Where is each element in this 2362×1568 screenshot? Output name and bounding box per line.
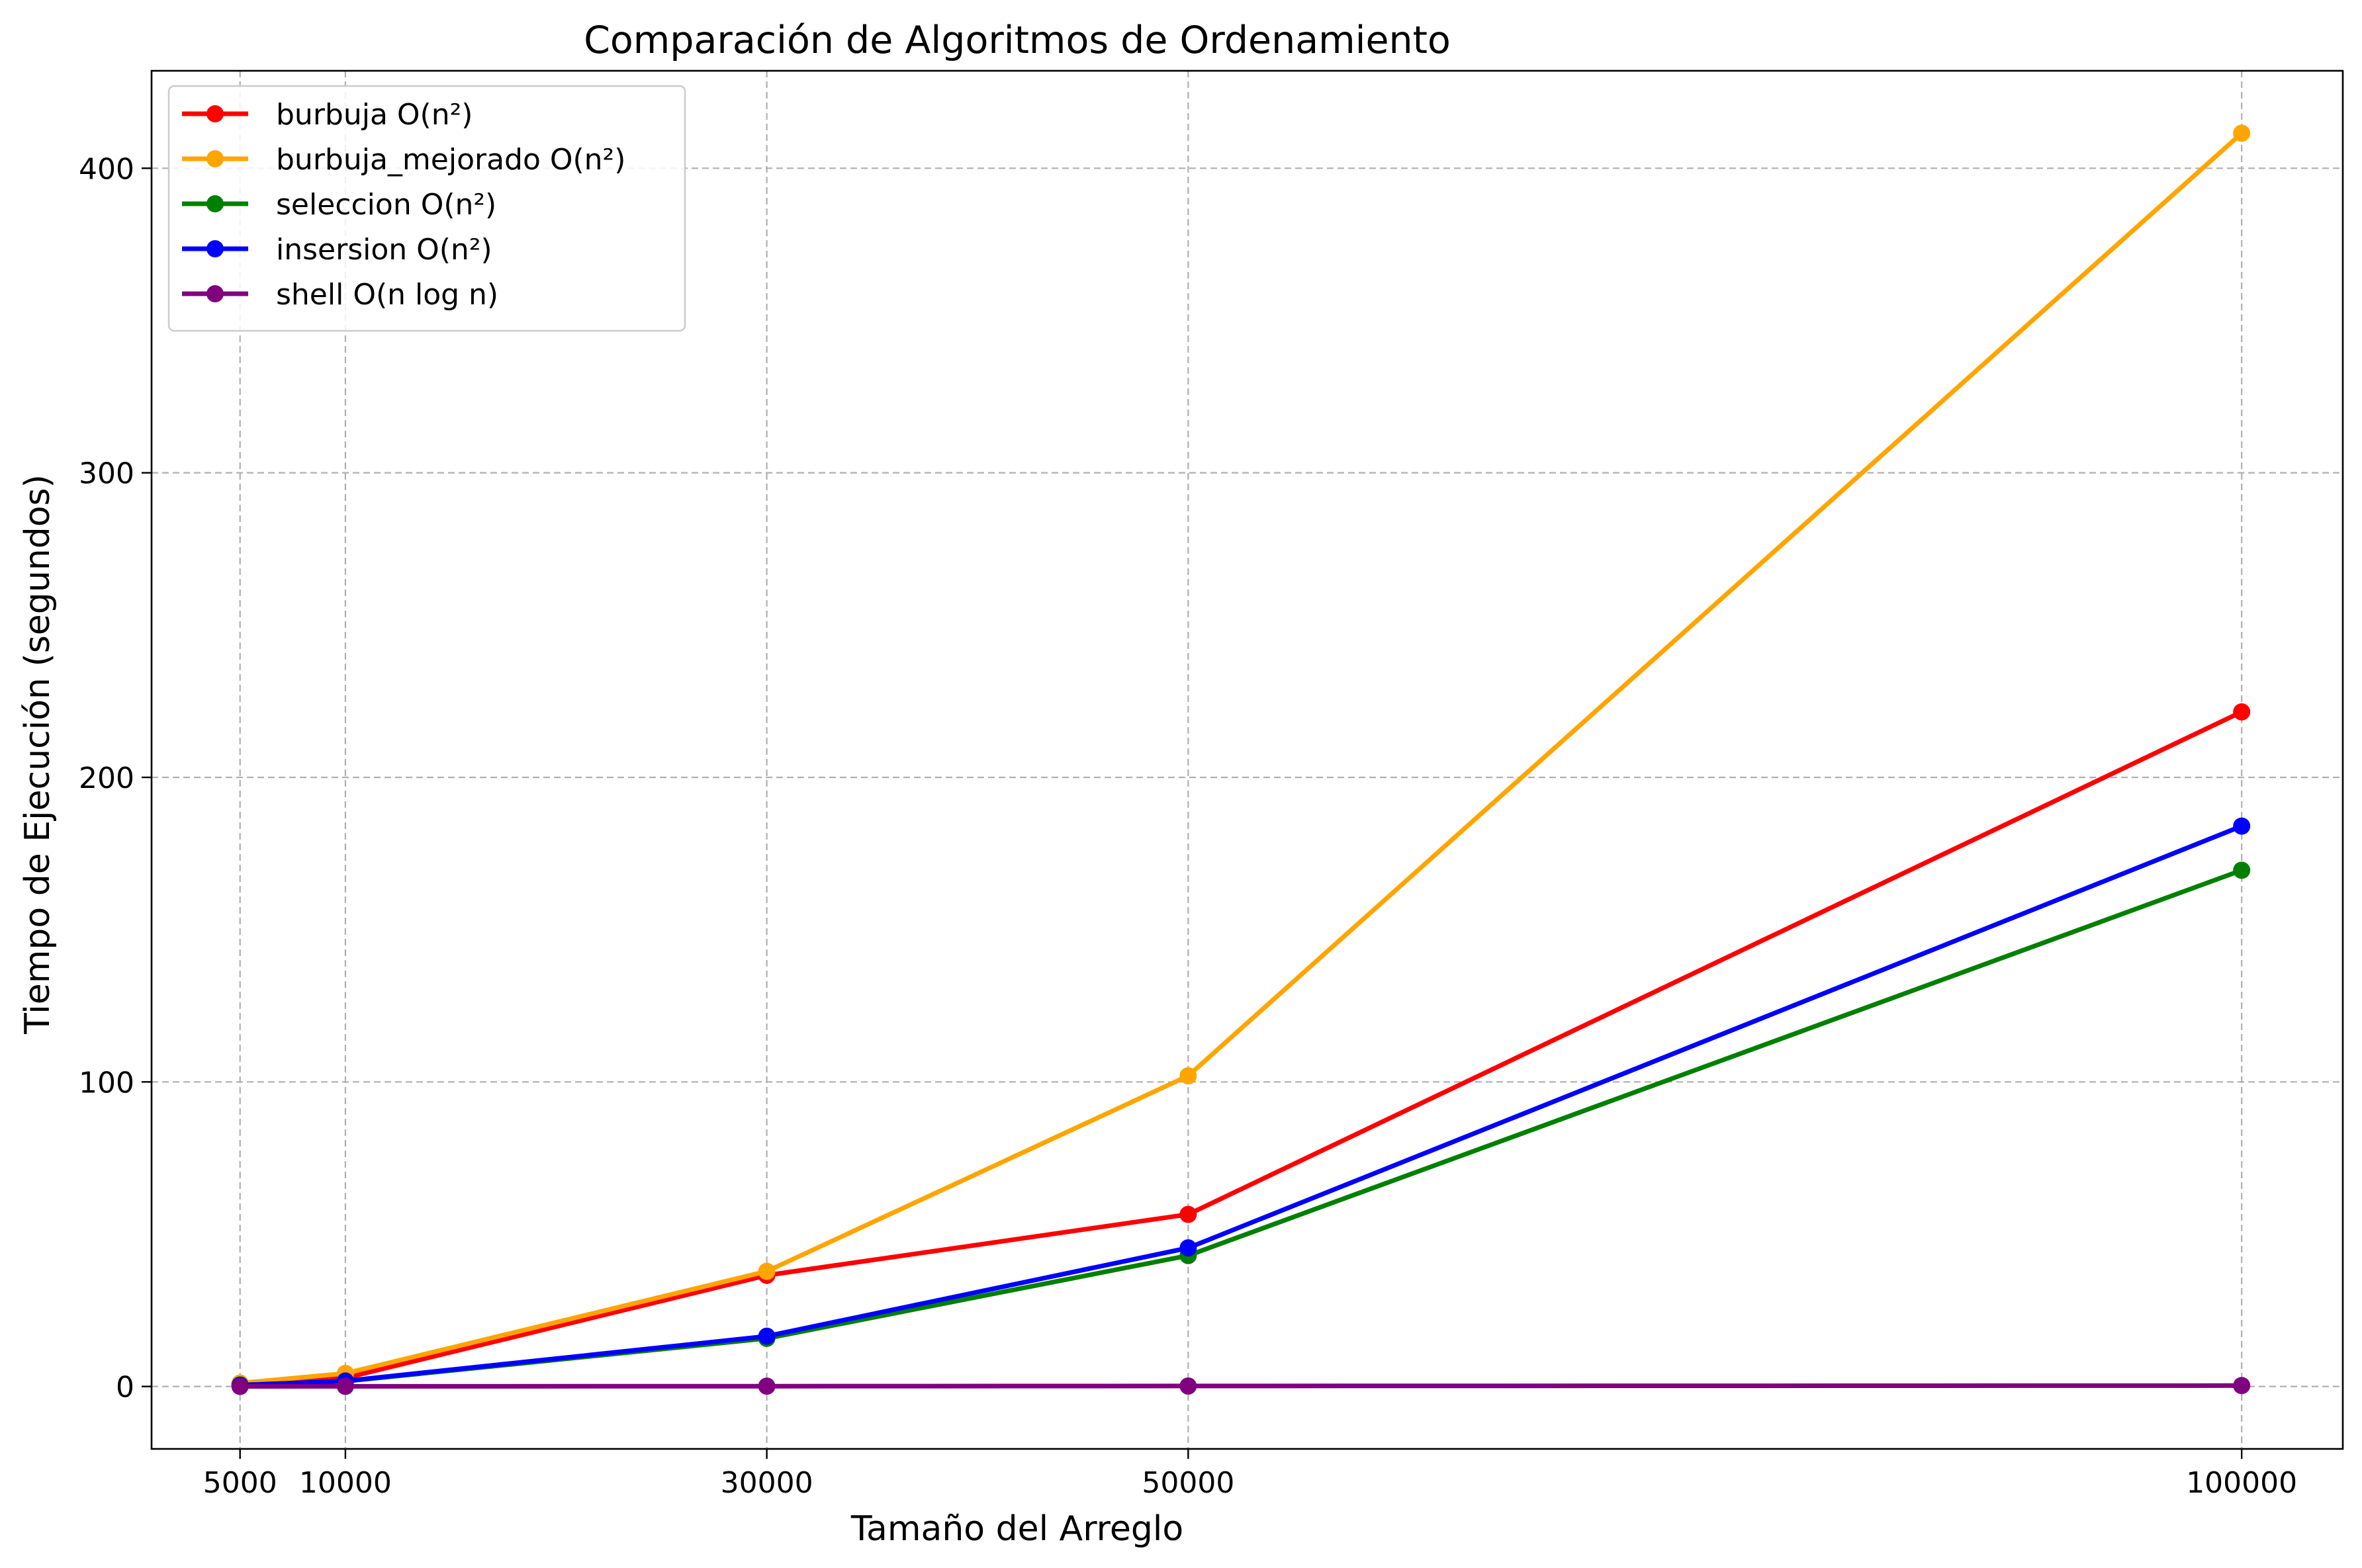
data-point [2233,817,2251,835]
plot-frame [150,69,2344,1450]
chart-title: Comparación de Algoritmos de Ordenamient… [584,19,1451,62]
y-tick-label: 200 [79,762,134,795]
data-point [336,1377,354,1395]
legend-label: burbuja_mejorado O(n²) [276,143,625,177]
legend: burbuja O(n²) burbuja_mejorado O(n²) selec… [167,85,686,332]
legend-marker [206,240,224,257]
data-point [2233,1377,2251,1395]
data-point [1179,1067,1197,1085]
legend-marker [206,105,224,122]
legend-marker [206,285,224,302]
y-tick-label: 400 [79,152,134,186]
y-axis: 0 100 200 300 400 [79,152,152,1405]
x-tick-label: 30000 [721,1466,813,1500]
y-axis-label: Tiempo de Ejecución (segundos) [18,474,58,1035]
data-point [2233,703,2251,720]
data-point [1179,1239,1197,1257]
series-group [231,124,2251,1395]
y-tick-label: 300 [79,457,134,491]
data-point [758,1377,776,1395]
legend-marker [206,150,224,167]
legend-label: seleccion O(n²) [276,188,496,222]
x-tick-label: 5000 [203,1466,277,1500]
legend-label: burbuja O(n²) [276,98,473,132]
legend-box [167,85,686,332]
y-tick-label: 0 [116,1371,134,1405]
legend-marker [206,195,224,212]
data-point [758,1262,776,1280]
legend-label: insersion O(n²) [276,233,492,267]
data-point [1179,1205,1197,1223]
x-tick-label: 100000 [2186,1466,2297,1500]
x-axis: 5000 10000 30000 50000 100000 [203,1449,2297,1500]
x-axis-label: Tamaño del Arreglo [850,1509,1183,1549]
legend-label: shell O(n log n) [276,278,498,312]
series-line [240,1383,2242,1389]
x-tick-label: 10000 [299,1466,392,1500]
data-point [2233,124,2251,142]
data-point [1179,1377,1197,1395]
y-tick-label: 100 [79,1066,134,1100]
x-tick-label: 50000 [1142,1466,1234,1500]
data-point [758,1327,776,1345]
data-point [231,1377,249,1395]
data-point [2233,861,2251,879]
